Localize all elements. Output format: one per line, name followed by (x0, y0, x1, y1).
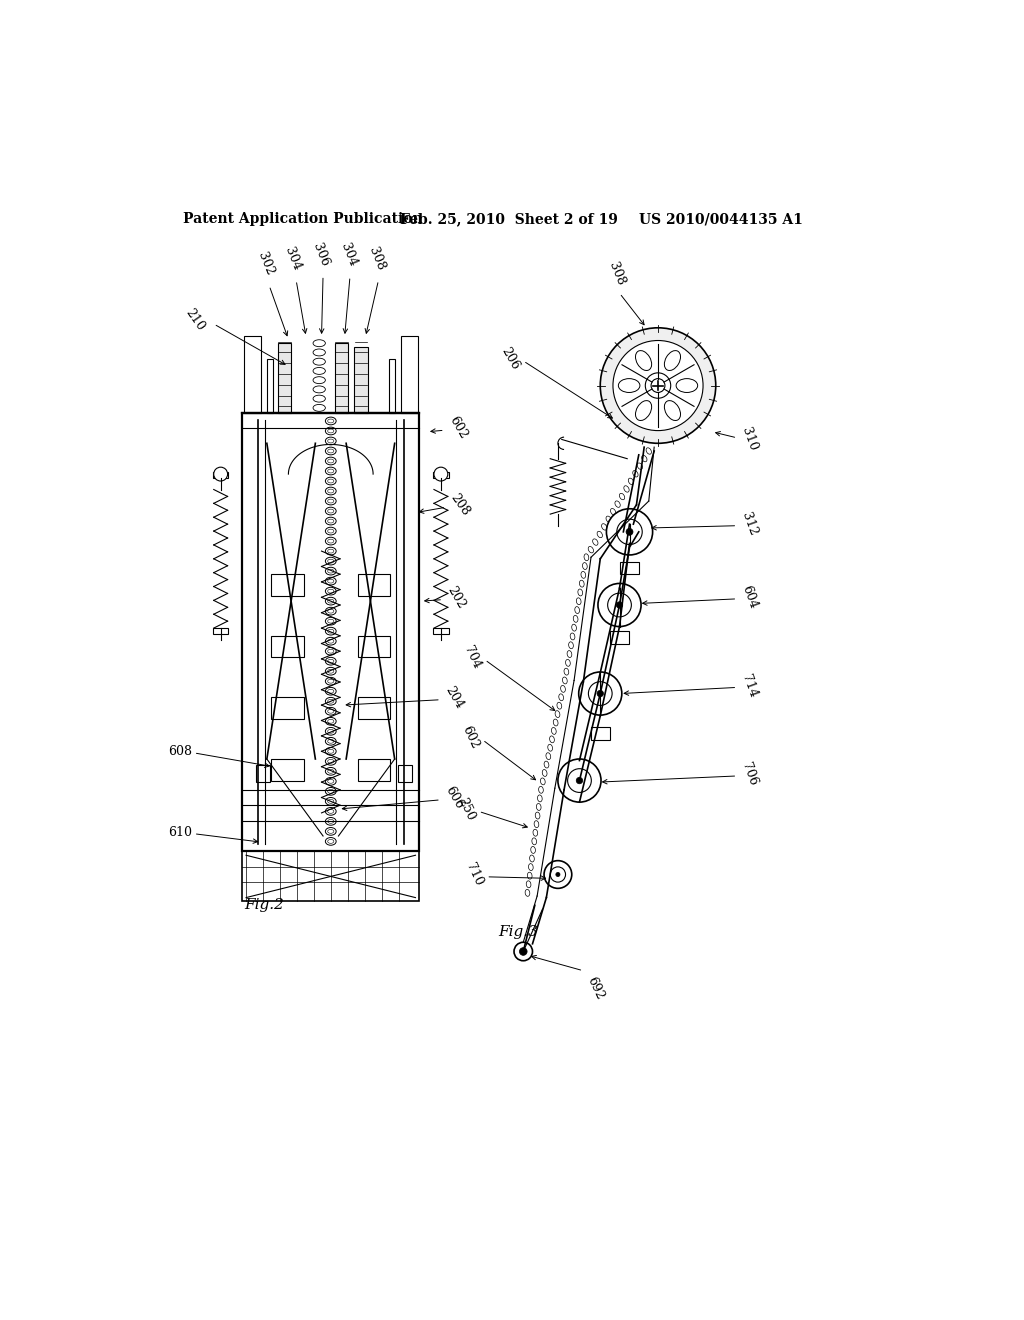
Text: 308: 308 (367, 246, 387, 272)
Ellipse shape (636, 400, 651, 421)
Bar (213, 628, 228, 635)
Circle shape (589, 681, 612, 705)
Ellipse shape (665, 351, 681, 371)
Bar (267, 359, 273, 412)
Bar (244, 335, 261, 412)
Bar (243, 851, 419, 902)
Bar (271, 697, 304, 719)
Bar (357, 697, 390, 719)
Bar (357, 574, 390, 595)
Bar (243, 413, 419, 851)
Ellipse shape (665, 400, 681, 421)
Circle shape (558, 759, 601, 803)
Circle shape (606, 508, 652, 554)
Circle shape (616, 602, 623, 609)
Text: Fig.2: Fig.2 (245, 899, 285, 912)
Bar (397, 766, 412, 781)
Text: US 2010/0044135 A1: US 2010/0044135 A1 (639, 213, 803, 226)
Circle shape (613, 341, 703, 430)
Text: 692: 692 (585, 974, 606, 1002)
Bar (256, 766, 270, 781)
Bar (591, 727, 609, 739)
Circle shape (556, 873, 560, 876)
Bar (357, 759, 390, 780)
Text: 304: 304 (338, 242, 359, 268)
Text: 310: 310 (739, 426, 759, 453)
Text: 610: 610 (168, 825, 193, 838)
Circle shape (214, 467, 227, 480)
Circle shape (544, 861, 571, 888)
Bar (271, 574, 304, 595)
Text: 250: 250 (456, 796, 477, 822)
Circle shape (550, 867, 565, 882)
Text: 706: 706 (739, 760, 759, 788)
Bar (271, 759, 304, 780)
Text: 302: 302 (255, 251, 275, 277)
Bar (433, 628, 449, 635)
Ellipse shape (618, 379, 640, 392)
Bar (621, 562, 639, 574)
Text: Feb. 25, 2010  Sheet 2 of 19: Feb. 25, 2010 Sheet 2 of 19 (400, 213, 617, 226)
Bar (388, 359, 394, 412)
Text: Patent Application Publication: Patent Application Publication (183, 213, 423, 226)
Bar (278, 343, 292, 412)
Text: 606: 606 (442, 784, 466, 812)
Text: 608: 608 (168, 744, 193, 758)
Text: 602: 602 (459, 723, 481, 751)
Text: 602: 602 (446, 414, 469, 441)
Text: 204: 204 (442, 684, 466, 711)
Text: 710: 710 (463, 861, 484, 888)
Ellipse shape (636, 351, 651, 371)
Bar (433, 471, 449, 478)
Circle shape (626, 528, 633, 536)
Bar (354, 347, 368, 412)
Circle shape (616, 519, 642, 545)
Bar (271, 636, 304, 657)
Text: Fig.3: Fig.3 (499, 925, 539, 940)
Bar (213, 471, 228, 478)
Text: 208: 208 (447, 491, 472, 519)
Text: 210: 210 (183, 306, 208, 334)
Text: 306: 306 (310, 242, 332, 268)
Text: 202: 202 (444, 583, 468, 611)
Circle shape (577, 777, 583, 784)
Text: 206: 206 (499, 345, 521, 372)
Circle shape (579, 672, 622, 715)
Circle shape (600, 327, 716, 444)
Circle shape (607, 593, 632, 616)
Bar (335, 343, 348, 412)
Bar (610, 631, 629, 644)
Circle shape (597, 690, 603, 697)
Circle shape (514, 942, 532, 961)
Text: 604: 604 (739, 583, 759, 611)
Circle shape (567, 768, 591, 792)
Text: 704: 704 (462, 644, 483, 671)
Circle shape (519, 948, 527, 956)
Text: 714: 714 (739, 672, 759, 700)
Circle shape (434, 467, 447, 480)
Text: 312: 312 (739, 511, 759, 537)
Ellipse shape (676, 379, 697, 392)
Bar (400, 335, 418, 412)
Circle shape (598, 583, 641, 627)
Circle shape (651, 379, 665, 392)
Bar (357, 636, 390, 657)
Text: 304: 304 (282, 246, 303, 272)
Text: 308: 308 (606, 260, 628, 288)
